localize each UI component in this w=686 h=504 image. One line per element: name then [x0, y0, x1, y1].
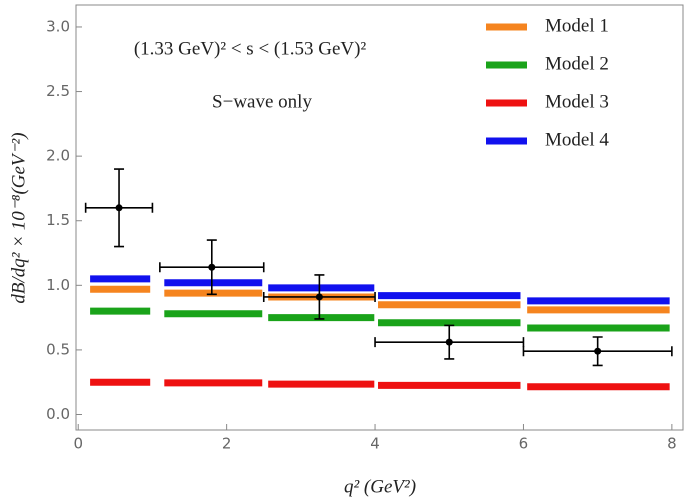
x-tick-label: 8 — [667, 435, 677, 453]
data-point — [208, 263, 216, 271]
legend-label: Model 2 — [545, 53, 609, 74]
annotation: S−wave only — [212, 91, 312, 112]
data-point — [594, 347, 602, 355]
legend-label: Model 1 — [545, 15, 609, 36]
y-tick-label: 1.0 — [46, 276, 70, 294]
x-tick-label: 4 — [370, 435, 380, 453]
annotation: (1.33 GeV)² < s < (1.53 GeV)² — [134, 38, 367, 59]
data-point — [115, 204, 123, 212]
y-tick-label: 3.0 — [46, 17, 70, 35]
data-point — [445, 338, 453, 346]
data-point — [315, 293, 323, 301]
x-axis-label: q² (GeV²) — [344, 476, 416, 497]
y-tick-label: 1.5 — [46, 211, 70, 229]
y-tick-label: 0.5 — [46, 340, 70, 358]
legend-label: Model 4 — [545, 129, 609, 150]
y-tick-label: 2.0 — [46, 147, 70, 165]
y-tick-label: 0.0 — [46, 405, 70, 423]
x-tick-label: 2 — [222, 435, 232, 453]
plot-frame — [75, 4, 684, 431]
legend-label: Model 3 — [545, 91, 609, 112]
y-tick-label: 2.5 — [46, 82, 70, 100]
x-tick-label: 6 — [519, 435, 529, 453]
x-tick-label: 0 — [73, 435, 83, 453]
y-axis-label: dB/dq² × 10⁻⁸(GeV⁻²) — [8, 132, 29, 303]
